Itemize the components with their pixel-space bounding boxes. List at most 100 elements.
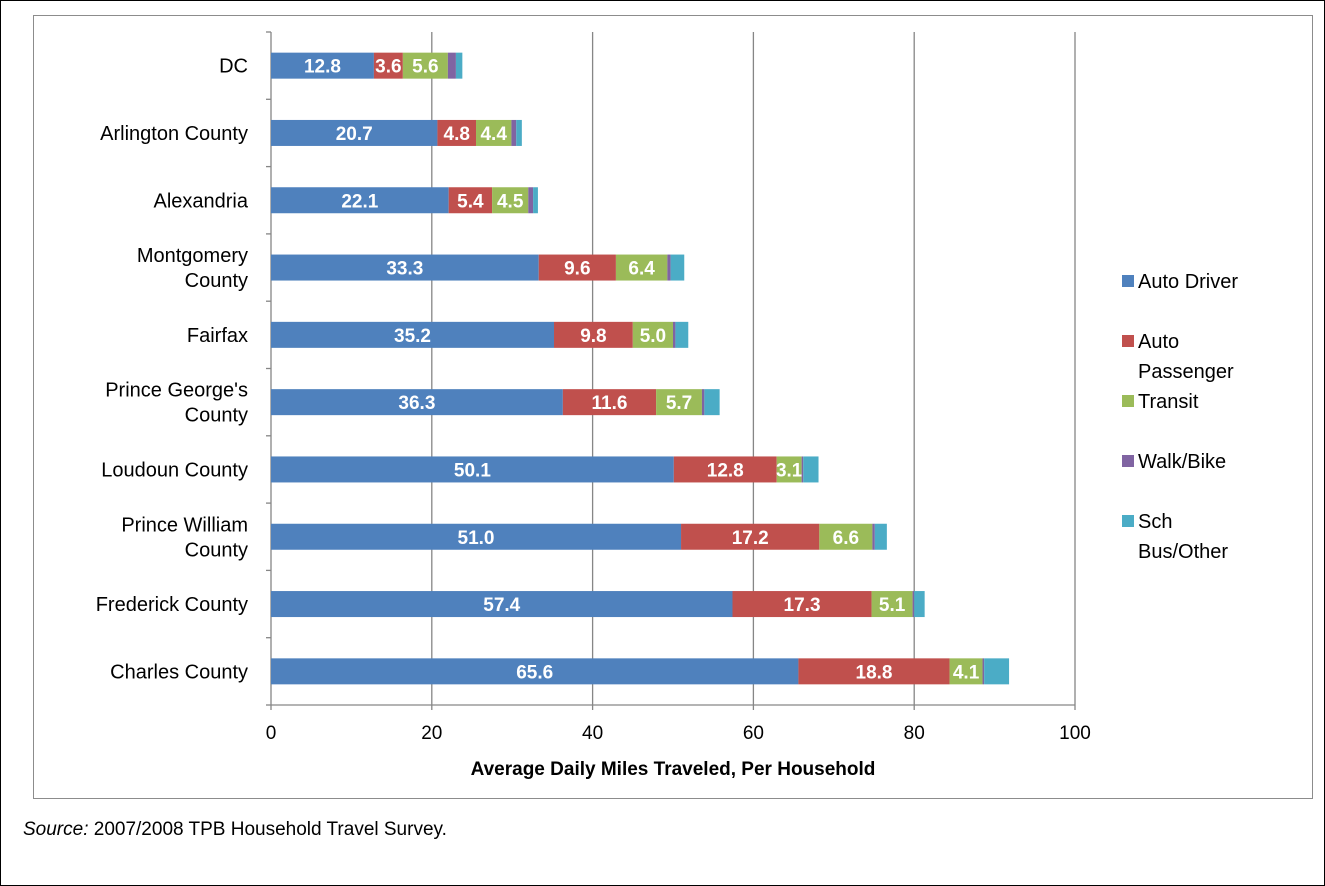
source-note: Source: 2007/2008 TPB Household Travel S… — [23, 819, 447, 841]
bar-segment — [982, 658, 985, 685]
bar-segment — [872, 523, 875, 550]
source-label: Source: — [23, 819, 89, 840]
bar-segment — [271, 456, 674, 483]
x-tick-label: 0 — [266, 723, 277, 744]
bar-segment — [656, 389, 702, 416]
bar-segment — [554, 321, 633, 348]
bar-segment — [615, 254, 668, 281]
bar-segment — [704, 389, 720, 416]
data-label: 6.6 — [833, 528, 859, 549]
category-label: Alexandria — [153, 190, 248, 212]
legend-label: Walk/Bike — [1138, 451, 1226, 473]
bar-segment — [271, 119, 438, 146]
bar-segment — [271, 254, 539, 281]
legend-swatch — [1122, 515, 1134, 527]
bar-segment — [271, 523, 682, 550]
data-label: 50.1 — [454, 460, 491, 481]
bar-segment — [874, 523, 887, 550]
data-label: 12.8 — [707, 460, 744, 481]
data-label: 57.4 — [483, 595, 520, 616]
data-label: 4.4 — [480, 124, 507, 145]
data-label: 5.0 — [640, 326, 666, 347]
data-label: 12.8 — [304, 57, 341, 78]
category-label: Charles County — [110, 661, 248, 683]
bar-segment — [632, 321, 673, 348]
bar-segment — [528, 187, 534, 214]
data-label: 35.2 — [394, 326, 431, 347]
data-label: 4.8 — [444, 124, 470, 145]
category-label: Fairfax — [187, 325, 248, 347]
x-tick-label: 60 — [743, 723, 764, 744]
legend-label: Sch — [1138, 511, 1172, 533]
x-tick-label: 40 — [582, 723, 603, 744]
category-label: County — [185, 270, 248, 292]
data-label: 18.8 — [856, 662, 893, 683]
bar-segment — [819, 523, 873, 550]
bar-segment — [670, 254, 685, 281]
category-label: Prince George's — [105, 380, 248, 402]
bar-segment — [673, 321, 676, 348]
data-label: 5.1 — [879, 595, 906, 616]
data-label: 4.1 — [953, 662, 980, 683]
data-label: 65.6 — [516, 662, 553, 683]
category-label: Prince William — [121, 514, 248, 536]
bar-segment — [271, 591, 733, 618]
bar-segment — [373, 52, 403, 79]
bar-segment — [271, 52, 374, 79]
category-label: County — [185, 405, 248, 427]
bar-segment — [675, 321, 689, 348]
bar-segment — [949, 658, 983, 685]
data-label: 5.4 — [457, 191, 484, 212]
bar-segment — [732, 591, 872, 618]
bar-segment — [271, 658, 799, 685]
data-label: 4.5 — [497, 191, 524, 212]
bar-segment — [562, 389, 657, 416]
category-label: DC — [219, 56, 248, 78]
x-tick-label: 20 — [421, 723, 442, 744]
bar-segment — [914, 591, 925, 618]
legend-label: Auto — [1138, 331, 1179, 353]
bar-segment — [271, 389, 563, 416]
data-label: 5.7 — [666, 393, 692, 414]
legend-label: Passenger — [1138, 361, 1234, 383]
bar-segment — [801, 456, 804, 483]
bar-segment — [673, 456, 777, 483]
bar-segment — [447, 52, 456, 79]
bar-segment — [448, 187, 493, 214]
category-label: Frederick County — [96, 594, 248, 616]
bar-segment — [492, 187, 529, 214]
bar-segment — [402, 52, 448, 79]
bar-segment — [476, 119, 512, 146]
bar-segment — [803, 456, 819, 483]
category-label: Loudoun County — [101, 459, 248, 481]
x-axis-title: Average Daily Miles Traveled, Per Househ… — [471, 759, 876, 780]
bar-segment — [871, 591, 913, 618]
data-label: 51.0 — [458, 528, 495, 549]
legend-label: Auto Driver — [1138, 271, 1238, 293]
data-label: 17.2 — [732, 528, 769, 549]
category-label: County — [185, 539, 248, 561]
data-label: 9.8 — [580, 326, 606, 347]
x-tick-label: 100 — [1059, 723, 1091, 744]
bar-segment — [271, 321, 555, 348]
bar-segment — [776, 456, 802, 483]
data-label: 36.3 — [398, 393, 435, 414]
legend-label: Transit — [1138, 391, 1199, 413]
data-label: 9.6 — [564, 259, 590, 280]
bar-segment — [701, 389, 705, 416]
bar-segment — [912, 591, 915, 618]
bar-segment — [511, 119, 517, 146]
legend-swatch — [1122, 455, 1134, 467]
category-label: Montgomery — [137, 245, 248, 267]
bar-segment — [681, 523, 820, 550]
data-label: 3.6 — [375, 57, 401, 78]
bar-segment — [437, 119, 477, 146]
stacked-bar-chart: 0 20 40 60 80 100 Average Daily Miles Traveled… — [96, 31, 1238, 780]
data-label: 20.7 — [336, 124, 373, 145]
x-tick-label: 80 — [904, 723, 925, 744]
bar-segment — [667, 254, 671, 281]
data-label: 6.4 — [628, 259, 655, 280]
bar-segment — [533, 187, 538, 214]
legend-swatch — [1122, 395, 1134, 407]
